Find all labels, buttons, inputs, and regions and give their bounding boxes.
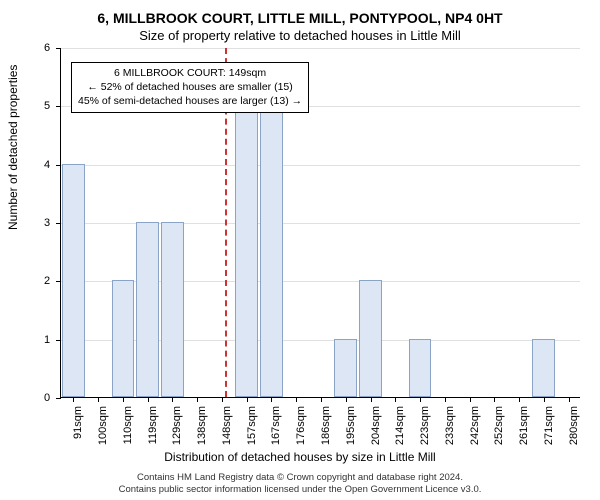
bar [359,280,382,397]
chart-container: 6, MILLBROOK COURT, LITTLE MILL, PONTYPO… [0,0,600,500]
info-box-line3: 45% of semi-detached houses are larger (… [78,94,302,108]
xtick-mark [271,397,272,402]
footer-line1: Contains HM Land Registry data © Crown c… [0,472,600,484]
xtick-mark [321,397,322,402]
ytick-label: 6 [44,42,76,54]
xtick-mark [197,397,198,402]
xtick-label: 138sqm [196,406,208,456]
ytick-label: 3 [44,217,76,229]
xtick-mark [470,397,471,402]
gridline [61,48,580,49]
xtick-label: 214sqm [394,406,406,456]
info-box-line1: 6 MILLBROOK COURT: 149sqm [78,66,302,80]
footer-attribution: Contains HM Land Registry data © Crown c… [0,472,600,496]
xtick-label: 242sqm [469,406,481,456]
bar [409,339,432,397]
ytick-label: 4 [44,159,76,171]
bar [136,222,159,397]
bar [235,105,258,397]
xtick-label: 167sqm [270,406,282,456]
xtick-mark [172,397,173,402]
xtick-mark [519,397,520,402]
xtick-label: 157sqm [246,406,258,456]
ytick-label: 1 [44,334,76,346]
xtick-mark [296,397,297,402]
chart-title-line1: 6, MILLBROOK COURT, LITTLE MILL, PONTYPO… [0,10,600,26]
xtick-mark [569,397,570,402]
xtick-label: 271sqm [543,406,555,456]
xtick-mark [371,397,372,402]
xtick-mark [420,397,421,402]
xtick-mark [247,397,248,402]
xtick-mark [494,397,495,402]
info-box-line2: ← 52% of detached houses are smaller (15… [78,80,302,94]
xtick-label: 204sqm [370,406,382,456]
bar [112,280,135,397]
bar [334,339,357,397]
xtick-label: 233sqm [444,406,456,456]
y-axis-label: Number of detached properties [6,65,20,230]
chart-title-line2: Size of property relative to detached ho… [0,28,600,43]
xtick-label: 223sqm [419,406,431,456]
xtick-label: 252sqm [493,406,505,456]
xtick-label: 91sqm [72,406,84,456]
xtick-label: 110sqm [122,406,134,456]
gridline [61,165,580,166]
xtick-label: 280sqm [568,406,580,456]
xtick-mark [544,397,545,402]
xtick-mark [98,397,99,402]
xtick-label: 176sqm [295,406,307,456]
xtick-mark [123,397,124,402]
footer-line2: Contains public sector information licen… [0,484,600,496]
xtick-label: 100sqm [97,406,109,456]
xtick-label: 119sqm [147,406,159,456]
xtick-mark [395,397,396,402]
ytick-label: 0 [44,392,76,404]
xtick-mark [148,397,149,402]
plot-area: 6 MILLBROOK COURT: 149sqm ← 52% of detac… [60,48,580,398]
ytick-label: 5 [44,100,76,112]
xtick-mark [445,397,446,402]
info-box: 6 MILLBROOK COURT: 149sqm ← 52% of detac… [71,62,309,113]
xtick-label: 261sqm [518,406,530,456]
ytick-label: 2 [44,275,76,287]
bar [260,105,283,397]
xtick-label: 148sqm [221,406,233,456]
xtick-mark [222,397,223,402]
xtick-mark [346,397,347,402]
xtick-label: 186sqm [320,406,332,456]
bar [161,222,184,397]
bar [532,339,555,397]
xtick-label: 195sqm [345,406,357,456]
xtick-label: 129sqm [171,406,183,456]
